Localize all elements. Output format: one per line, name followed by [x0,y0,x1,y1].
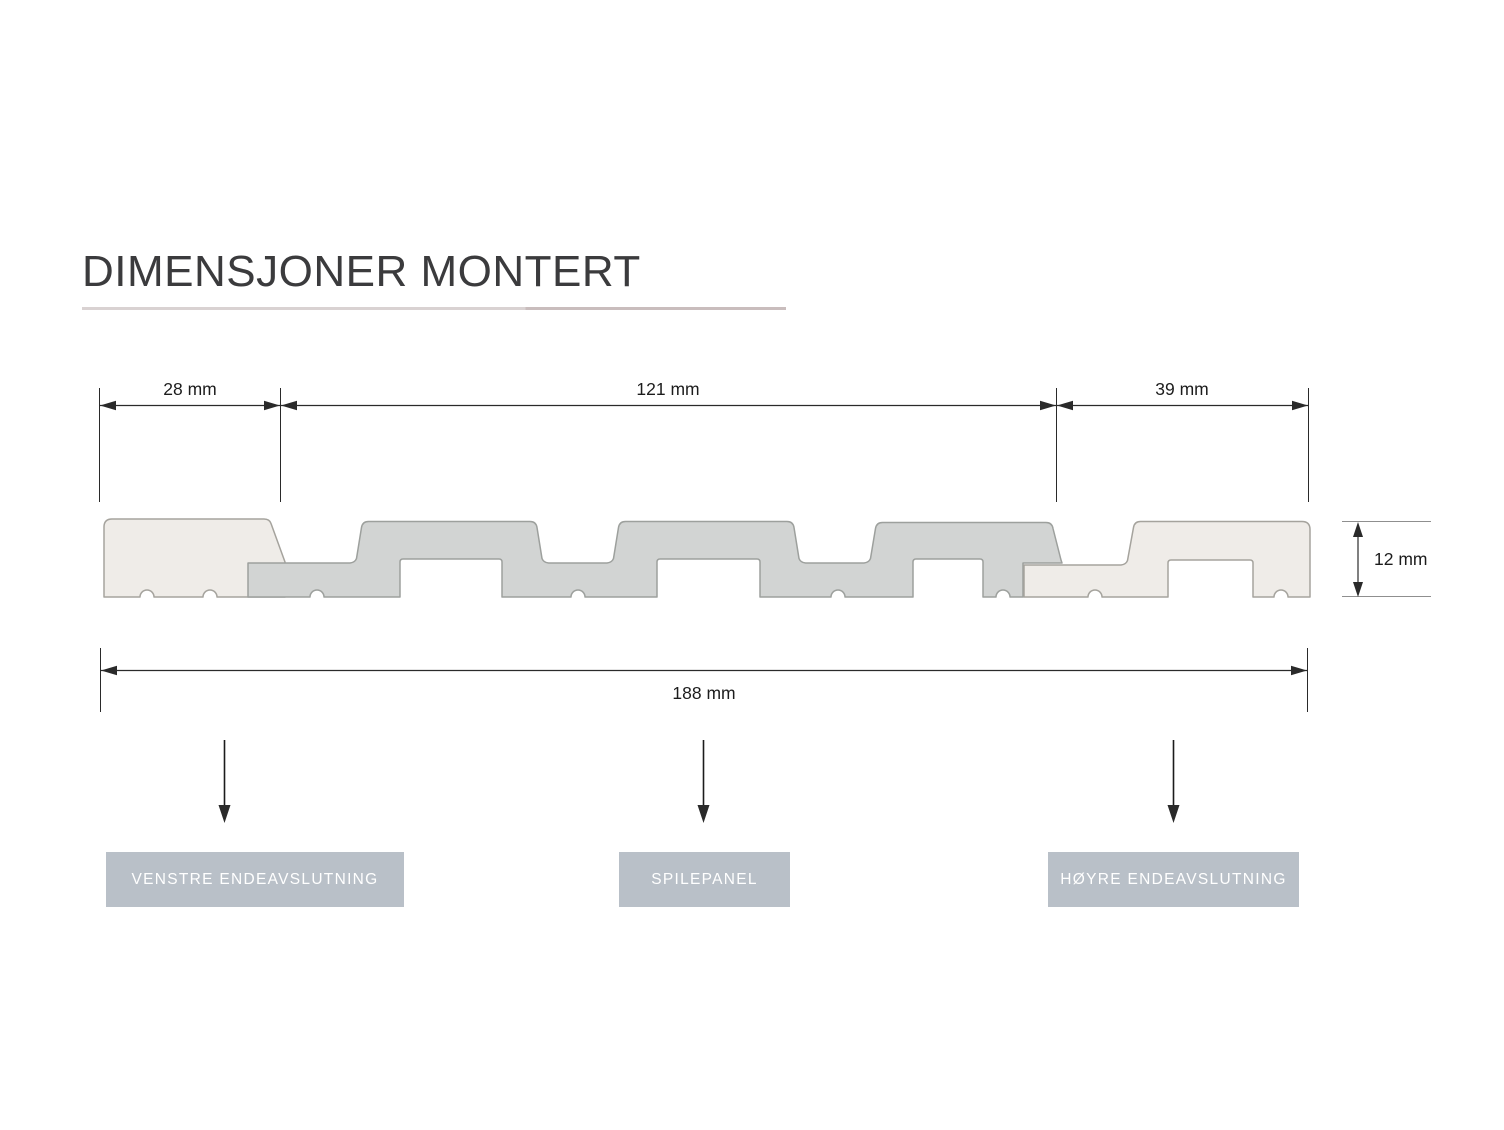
title-underline [82,307,786,310]
label-left-end-cap: VENSTRE ENDEAVSLUTNING [131,870,379,888]
label-right-end-cap: HØYRE ENDEAVSLUTNING [1060,870,1287,888]
right-end-cap-shape [1023,520,1311,598]
left-end-cap-shape [103,518,286,598]
dim-label-panel-width: 121 mm [636,379,700,399]
dim-label-left-cap-width: 28 mm [163,379,217,399]
dim-label-right-cap-width: 39 mm [1155,379,1209,399]
dim-label-thickness: 12 mm [1374,549,1428,569]
total-width-dimension-lines [100,648,1308,712]
label-slat-panel: SPILEPANEL [651,870,758,888]
page-title: DIMENSJONER MONTERT [82,247,641,296]
label-box-right-end-cap: HØYRE ENDEAVSLUTNING [1048,852,1299,907]
dim-label-total-width: 188 mm [672,683,736,703]
label-box-slat-panel: SPILEPANEL [619,852,790,907]
top-dimension-lines [99,388,1309,502]
slat-panel-shape [247,520,1063,598]
thickness-dimension-lines [1342,521,1431,597]
label-box-left-end-cap: VENSTRE ENDEAVSLUTNING [106,852,404,907]
label-pointer-arrows [218,740,1180,823]
